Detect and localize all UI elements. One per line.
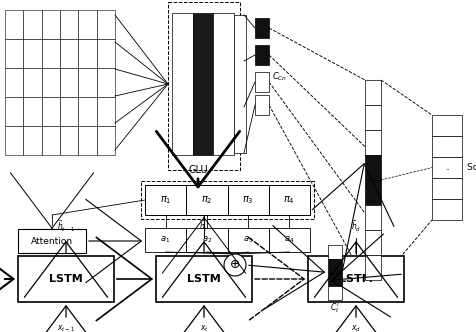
Bar	[79, 10, 97, 39]
Bar	[23, 10, 42, 39]
Text: $a_4$: $a_4$	[284, 235, 295, 245]
Bar	[255, 72, 269, 92]
Bar	[432, 157, 462, 178]
Bar	[42, 10, 60, 39]
Bar	[432, 115, 462, 136]
Bar	[193, 13, 213, 155]
Bar	[255, 18, 269, 38]
Bar	[213, 13, 234, 155]
Text: $\vec{h}_t$: $\vec{h}_t$	[199, 219, 208, 234]
Bar	[18, 229, 86, 253]
Text: $x_d$: $x_d$	[351, 324, 361, 332]
Text: $x_{t-1}$: $x_{t-1}$	[57, 324, 75, 332]
Bar	[269, 185, 310, 215]
Text: $x_t$: $x_t$	[199, 324, 208, 332]
Bar	[365, 255, 381, 280]
Bar	[97, 126, 115, 155]
Bar	[365, 105, 381, 130]
Bar	[234, 15, 246, 153]
Bar	[168, 2, 240, 170]
Bar	[172, 13, 193, 155]
Bar	[328, 273, 342, 286]
Bar	[42, 68, 60, 97]
Text: $\vec{h}_d$: $\vec{h}_d$	[351, 219, 361, 234]
Bar	[60, 39, 79, 68]
Bar	[60, 126, 79, 155]
Text: LSTM: LSTM	[49, 274, 83, 284]
Bar	[42, 97, 60, 126]
Bar	[328, 286, 342, 300]
Bar	[97, 10, 115, 39]
Bar	[432, 178, 462, 199]
Bar	[79, 97, 97, 126]
Bar	[5, 97, 23, 126]
Bar	[186, 185, 228, 215]
Bar	[141, 181, 314, 219]
Bar	[5, 126, 23, 155]
Bar	[365, 180, 381, 205]
Text: $\pi_1$: $\pi_1$	[160, 194, 171, 206]
Text: Attention: Attention	[31, 236, 73, 245]
Bar	[5, 39, 23, 68]
Bar	[60, 97, 79, 126]
Bar	[328, 245, 342, 259]
Bar	[23, 126, 42, 155]
Bar	[42, 39, 60, 68]
Bar	[79, 126, 97, 155]
Text: $\pi_3$: $\pi_3$	[242, 194, 254, 206]
Text: $\vec{h}_{t-1}$: $\vec{h}_{t-1}$	[57, 219, 75, 234]
Bar	[255, 45, 269, 65]
Bar	[60, 10, 79, 39]
Text: $a_2$: $a_2$	[202, 235, 212, 245]
Bar	[23, 39, 42, 68]
Bar	[365, 205, 381, 230]
Bar	[432, 136, 462, 157]
Text: LSTM: LSTM	[187, 274, 221, 284]
Bar	[432, 199, 462, 220]
Bar	[328, 259, 342, 273]
Text: ...: ...	[370, 177, 376, 183]
Text: $\oplus$: $\oplus$	[229, 259, 241, 272]
Bar	[255, 95, 269, 115]
Text: GLU: GLU	[188, 165, 208, 175]
Text: $\pi_2$: $\pi_2$	[201, 194, 213, 206]
Bar	[60, 68, 79, 97]
Bar	[18, 256, 114, 302]
Bar	[365, 130, 381, 155]
Bar	[23, 97, 42, 126]
Bar	[365, 155, 381, 180]
Bar	[79, 39, 97, 68]
Text: $\pi_4$: $\pi_4$	[283, 194, 295, 206]
Text: $C_t^{\prime}$: $C_t^{\prime}$	[330, 301, 340, 315]
Bar	[79, 68, 97, 97]
Bar	[42, 126, 60, 155]
Bar	[23, 68, 42, 97]
Bar	[5, 68, 23, 97]
Bar	[97, 68, 115, 97]
Circle shape	[224, 254, 246, 276]
Bar	[5, 10, 23, 39]
Bar	[365, 80, 381, 105]
Text: LSTM: LSTM	[339, 274, 373, 284]
Text: ..: ..	[445, 163, 449, 172]
Bar	[269, 228, 310, 252]
Text: $C_{Cn}$: $C_{Cn}$	[272, 71, 288, 83]
Text: $a_3$: $a_3$	[243, 235, 253, 245]
Bar	[228, 228, 269, 252]
Bar	[97, 97, 115, 126]
Bar	[228, 185, 269, 215]
Bar	[145, 228, 186, 252]
Bar	[365, 230, 381, 255]
Text: Soft max: Soft max	[467, 163, 476, 172]
Bar	[97, 39, 115, 68]
Text: $a_1$: $a_1$	[160, 235, 171, 245]
Bar	[156, 256, 252, 302]
Bar	[308, 256, 404, 302]
Bar	[145, 185, 186, 215]
Bar	[186, 228, 228, 252]
